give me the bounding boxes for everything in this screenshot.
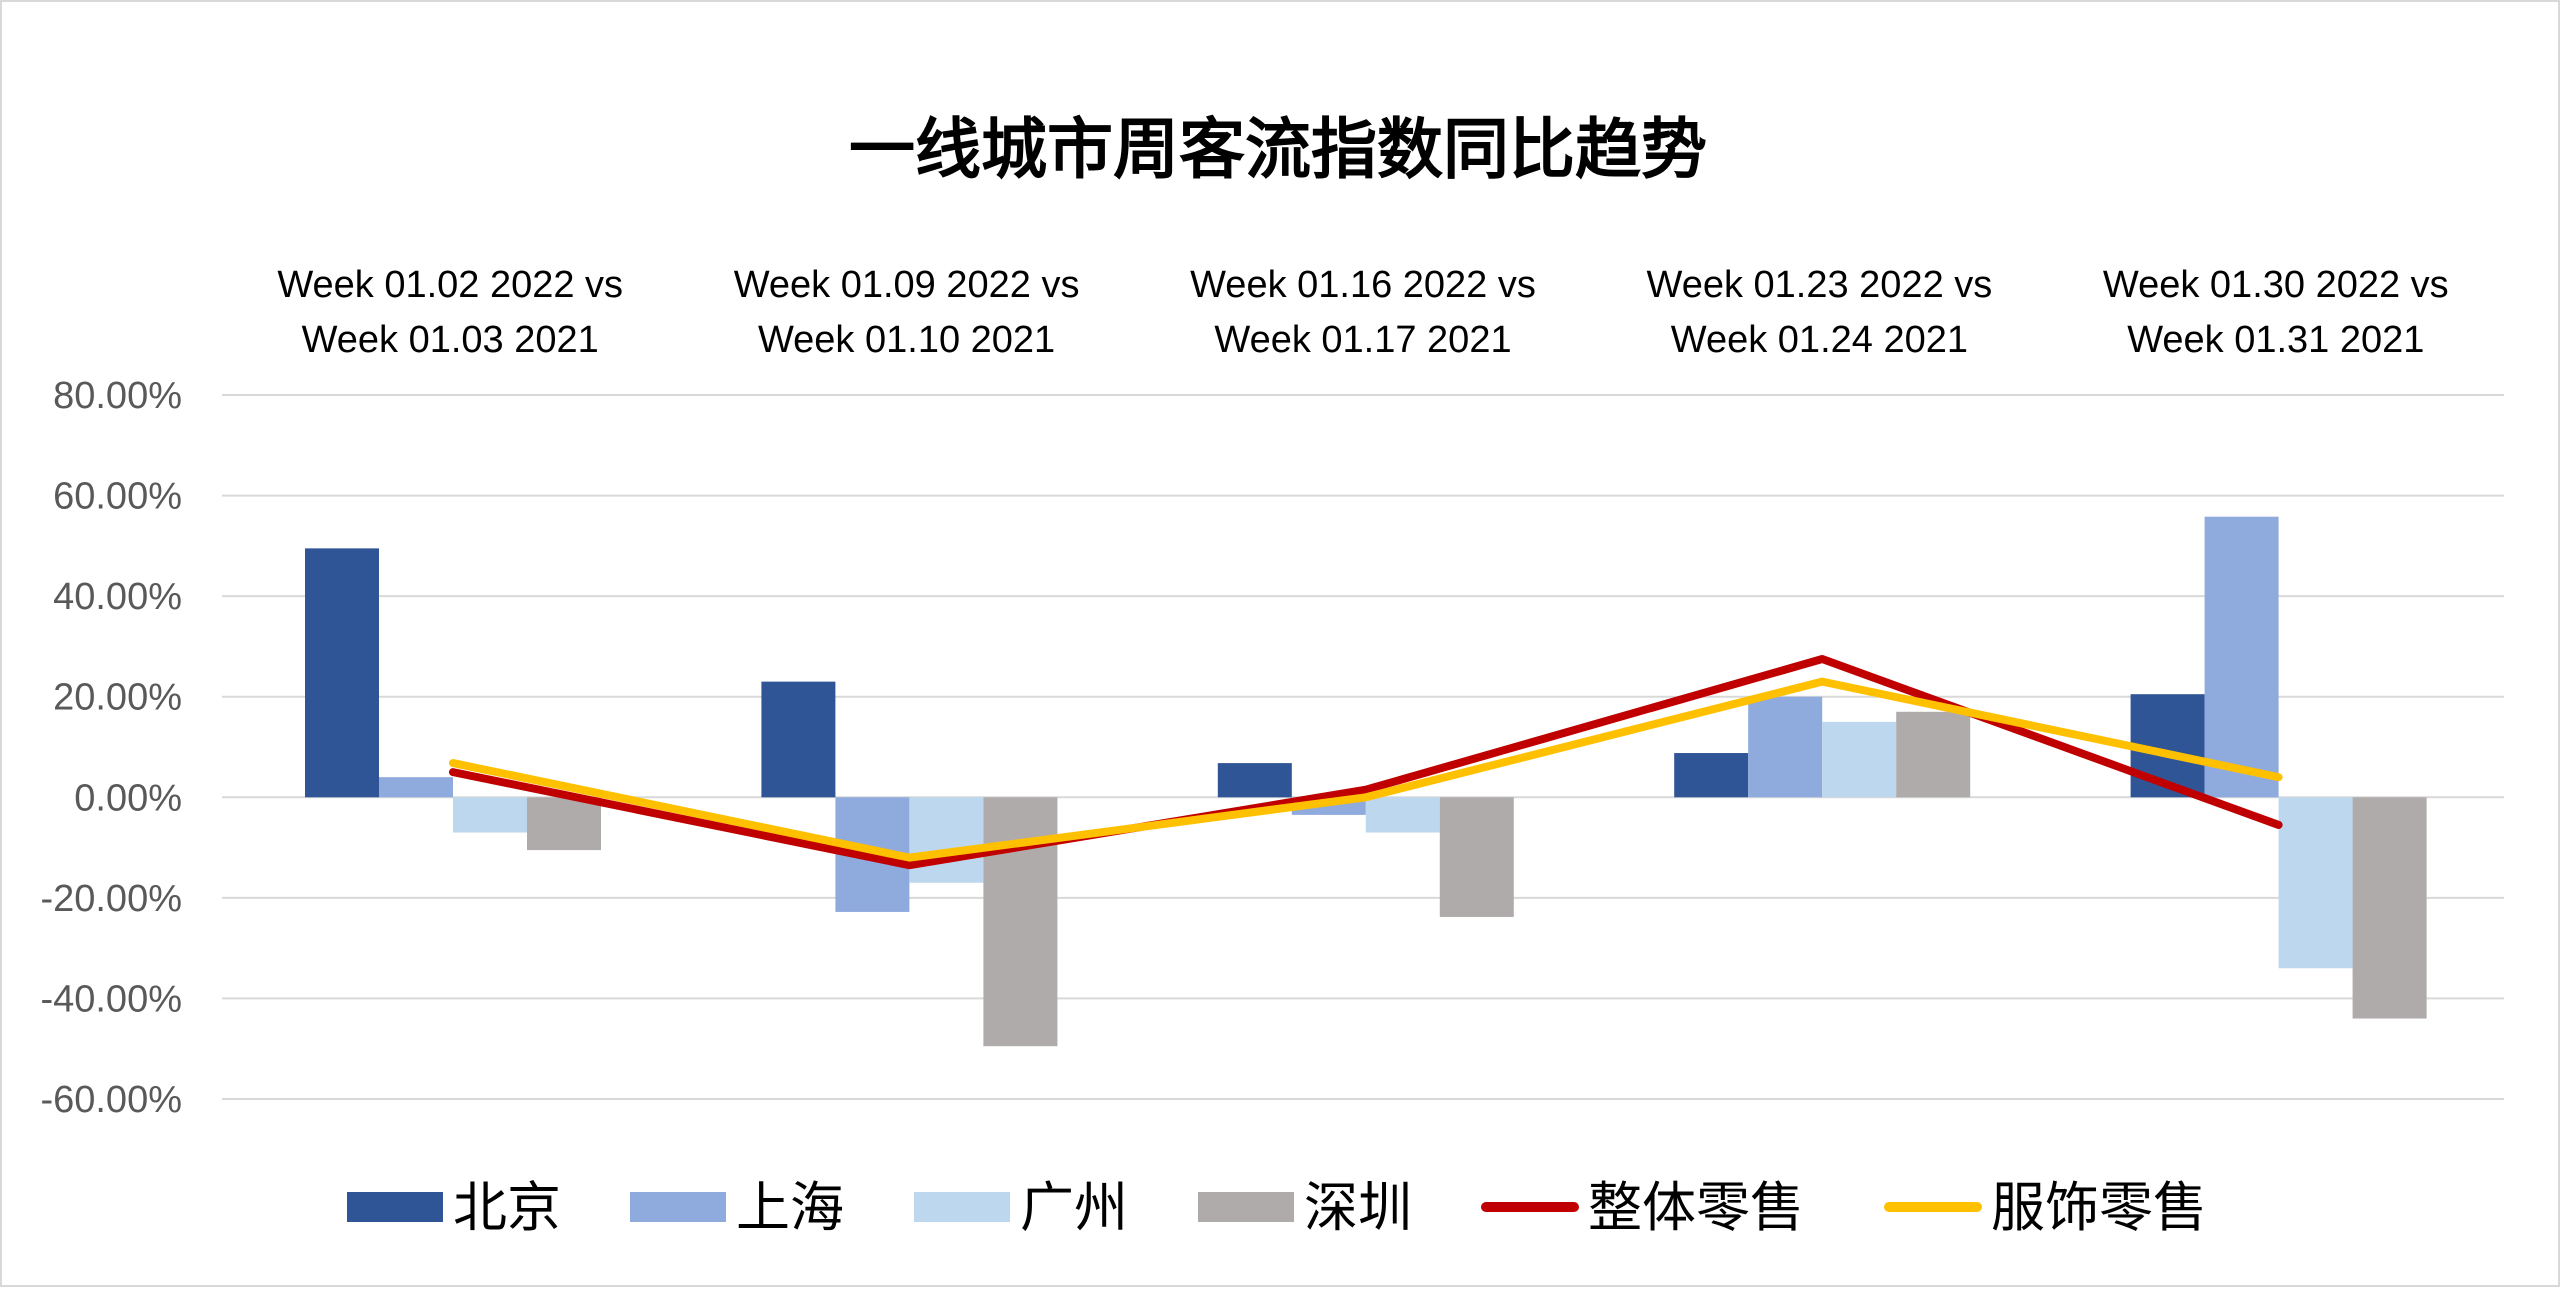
bar-北京-1 <box>305 548 379 798</box>
x-category-label: Week 01.23 2022 vs <box>1647 264 1993 306</box>
x-category-label: Week 01.02 2022 vs <box>277 264 623 306</box>
x-category-label: Week 01.09 2022 vs <box>734 264 1080 306</box>
legend-swatch-北京 <box>347 1192 443 1222</box>
y-axis-ticks: 80.00% 60.00% 40.00% 20.00% 0.00% -20.00% -40.… <box>40 375 182 1121</box>
y-tick-label: -20.00% <box>40 878 182 920</box>
legend-label: 北京 <box>453 1176 561 1239</box>
lines <box>449 655 2283 870</box>
bar-北京-3 <box>1217 763 1292 798</box>
bar-广州-3 <box>1365 797 1440 833</box>
legend-swatch-广州 <box>914 1192 1010 1222</box>
x-category-label: Week 01.30 2022 vs <box>2103 264 2449 306</box>
bar-深圳-5 <box>2352 797 2427 1019</box>
bar-深圳-4 <box>1896 711 1971 798</box>
x-axis-categories: Week 01.02 2022 vs Week 01.03 2021 Week 01… <box>277 264 2448 361</box>
x-category-label: Week 01.17 2021 <box>1214 319 1511 361</box>
bar-上海-5 <box>2204 516 2279 798</box>
x-category-label: Week 01.31 2021 <box>2127 319 2424 361</box>
bar-上海-4 <box>1748 696 1823 798</box>
bar-北京-2 <box>761 681 836 798</box>
y-tick-label: 80.00% <box>53 375 182 417</box>
y-tick-label: 60.00% <box>53 476 182 518</box>
x-category-label: Week 01.03 2021 <box>302 319 599 361</box>
bar-深圳-1 <box>527 797 601 851</box>
chart-title: 一线城市周客流指数同比趋势 <box>849 111 1707 188</box>
bar-深圳-2 <box>983 797 1058 1047</box>
bar-广州-5 <box>2278 797 2353 969</box>
legend-label: 服饰零售 <box>1991 1176 2207 1239</box>
bar-北京-4 <box>1674 753 1749 798</box>
line-整体零售 <box>449 655 2283 870</box>
legend-label: 上海 <box>736 1176 844 1239</box>
bar-上海-1 <box>379 777 453 798</box>
x-category-label: Week 01.10 2021 <box>758 319 1055 361</box>
bar-深圳-3 <box>1439 797 1514 917</box>
y-tick-label: 40.00% <box>53 576 182 618</box>
legend: 北京 上海 广州 深圳 整体零售 服饰零售 <box>347 1176 2207 1239</box>
legend-swatch-深圳 <box>1198 1192 1294 1222</box>
bar-广州-2 <box>909 797 984 883</box>
y-tick-label: 20.00% <box>53 677 182 719</box>
bar-广州-1 <box>453 797 527 833</box>
legend-label: 广州 <box>1020 1176 1128 1239</box>
y-tick-label: -40.00% <box>40 978 182 1020</box>
bar-广州-4 <box>1822 721 1897 798</box>
legend-label: 整体零售 <box>1588 1176 1804 1239</box>
line-服饰零售 <box>449 677 2283 862</box>
legend-label: 深圳 <box>1304 1176 1412 1239</box>
x-category-label: Week 01.16 2022 vs <box>1190 264 1536 306</box>
y-tick-label: 0.00% <box>74 777 182 819</box>
y-tick-label: -60.00% <box>40 1079 182 1121</box>
x-category-label: Week 01.24 2021 <box>1671 319 1968 361</box>
bars <box>305 516 2427 1047</box>
legend-swatch-上海 <box>630 1192 726 1222</box>
